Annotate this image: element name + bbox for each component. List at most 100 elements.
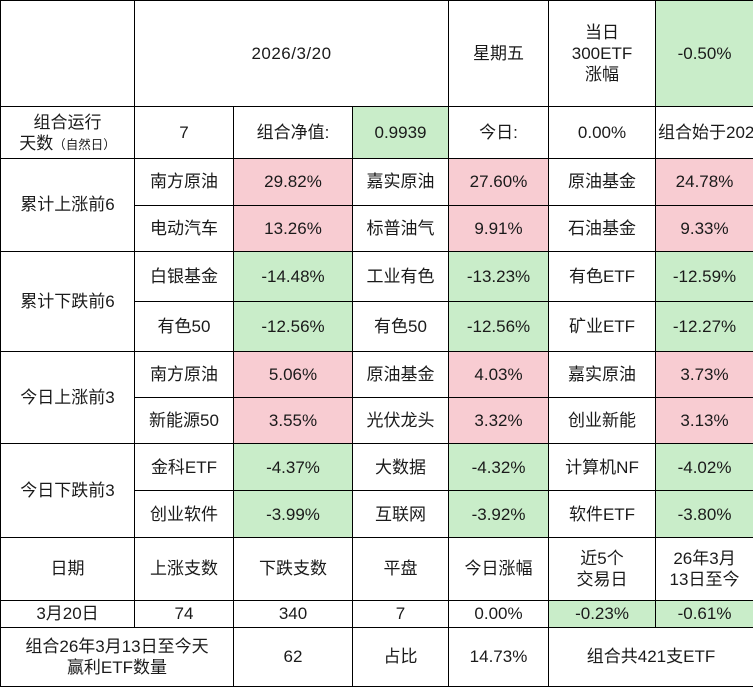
runtime-days-label-note: （自然日） — [53, 137, 116, 152]
group-row: 有色50 -12.56% 有色50 -12.56% 矿业ETF -12.27% — [1, 300, 753, 352]
group-row: 累计下跌前6 白银基金 -14.48% 工业有色 -13.23% 有色ETF -… — [0, 250, 753, 352]
stats-flat-count: 7 — [351, 599, 450, 628]
fund-name: 南方原油 — [134, 158, 234, 206]
fund-change: 24.78% — [655, 158, 753, 206]
stats-since-change: -0.61% — [655, 599, 753, 628]
stats-up-count: 74 — [134, 599, 234, 628]
fund-name: 标普油气 — [351, 204, 450, 252]
group-row: 累计上涨前6 南方原油 29.82% 嘉实原油 27.60% 原油基金 24.7… — [0, 158, 753, 252]
runtime-days-label-main: 组合运行 — [33, 112, 102, 132]
stats-header-recent5-line1: 近5个 — [580, 548, 624, 568]
weekday-label: 星期五 — [448, 0, 550, 108]
fund-name: 创业软件 — [134, 490, 234, 539]
stats-header-since-line2: 13日至今 — [669, 570, 740, 590]
fund-change: 29.82% — [233, 158, 353, 206]
fund-change: 3.13% — [655, 397, 753, 445]
fund-change: 13.26% — [233, 204, 353, 252]
header-blank-cell — [0, 0, 135, 108]
portfolio-start-note: 组合始于2026年3月14日 — [655, 106, 753, 160]
today-value: 0.00% — [548, 106, 657, 160]
etf-benchmark-label-line1: 当日 — [585, 22, 620, 42]
nav-value: 0.9939 — [351, 106, 450, 160]
fund-change: -12.56% — [448, 300, 550, 352]
fund-name: 原油基金 — [351, 350, 450, 399]
fund-name: 电动汽车 — [134, 204, 234, 252]
etf-benchmark-label-line3: 涨幅 — [585, 65, 620, 85]
fund-change: 5.06% — [233, 350, 353, 399]
fund-name: 白银基金 — [134, 250, 234, 302]
fund-change: -13.23% — [448, 250, 550, 302]
fund-change: 9.91% — [448, 204, 550, 252]
fund-name: 光伏龙头 — [351, 397, 450, 445]
fund-change: -3.80% — [655, 490, 753, 539]
stats-header-recent5-line2: 交易日 — [576, 570, 628, 590]
fund-name: 金科ETF — [134, 443, 234, 492]
header-row: 2026/3/20 星期五 当日 300ETF 涨幅 -0.50% — [0, 0, 753, 108]
group-row: 今日下跌前3 金科ETF -4.37% 大数据 -4.32% 计算机NF -4.… — [0, 443, 753, 539]
stats-value-row: 3月20日 74 340 7 0.00% -0.23% -0.61% — [0, 599, 753, 628]
stats-header-recent5: 近5个 交易日 — [548, 537, 657, 601]
fund-change: 4.03% — [448, 350, 550, 399]
group-label-cumulative-losers: 累计下跌前6 — [0, 250, 135, 352]
ratio-label: 占比 — [351, 626, 450, 687]
fund-name: 石油基金 — [548, 204, 657, 252]
fund-change: 9.33% — [655, 204, 753, 252]
group-row: 电动汽车 13.26% 标普油气 9.91% 石油基金 9.33% — [1, 204, 753, 252]
fund-change: 3.73% — [655, 350, 753, 399]
profit-etf-count: 62 — [233, 626, 353, 687]
fund-name: 南方原油 — [134, 350, 234, 399]
runtime-days-value: 7 — [134, 106, 234, 160]
runtime-days-label-second: 天数 — [19, 133, 54, 153]
group-row: 今日上涨前3 南方原油 5.06% 原油基金 4.03% 嘉实原油 3.73% — [0, 350, 753, 445]
runtime-days-label: 组合运行 天数（自然日） — [0, 106, 135, 160]
fund-change: 3.55% — [233, 397, 353, 445]
stats-header-date: 日期 — [0, 537, 135, 601]
fund-name: 计算机NF — [548, 443, 657, 492]
fund-name: 工业有色 — [351, 250, 450, 302]
fund-change: -4.32% — [448, 443, 550, 492]
stats-header-since-line1: 26年3月 — [673, 548, 736, 568]
stats-header-row: 日期 上涨支数 下跌支数 平盘 今日涨幅 近5个 交易日 26年3月 13日至今 — [0, 537, 753, 601]
group-row: 新能源50 3.55% 光伏龙头 3.32% 创业新能 3.13% — [1, 397, 753, 445]
etf-benchmark-change: -0.50% — [655, 0, 753, 108]
stats-header-up-count: 上涨支数 — [134, 537, 234, 601]
group-label-cumulative-gainers: 累计上涨前6 — [0, 158, 135, 252]
fund-name: 有色50 — [351, 300, 450, 352]
fund-change: -12.59% — [655, 250, 753, 302]
stats-recent5-change: -0.23% — [548, 599, 657, 628]
fund-change: -4.02% — [655, 443, 753, 492]
profit-etf-count-label-line2: 赢利ETF数量 — [66, 657, 168, 677]
fund-change: -14.48% — [233, 250, 353, 302]
stats-header-down-count: 下跌支数 — [233, 537, 353, 601]
fund-name: 矿业ETF — [548, 300, 657, 352]
fund-change: -3.92% — [448, 490, 550, 539]
fund-change: -4.37% — [233, 443, 353, 492]
stats-header-flat-count: 平盘 — [351, 537, 450, 601]
stats-down-count: 340 — [233, 599, 353, 628]
fund-name: 嘉实原油 — [351, 158, 450, 206]
nav-label: 组合净值: — [233, 106, 353, 160]
fund-name: 互联网 — [351, 490, 450, 539]
group-label-today-gainers: 今日上涨前3 — [0, 350, 135, 445]
stats-header-since: 26年3月 13日至今 — [655, 537, 753, 601]
summary-row: 组合运行 天数（自然日） 7 组合净值: 0.9939 今日: 0.00% 组合… — [0, 106, 753, 160]
fund-name: 新能源50 — [134, 397, 234, 445]
fund-change: -12.27% — [655, 300, 753, 352]
fund-change: -12.56% — [233, 300, 353, 352]
stats-date: 3月20日 — [0, 599, 135, 628]
fund-name: 嘉实原油 — [548, 350, 657, 399]
report-date: 2026/3/20 — [133, 0, 450, 108]
fund-change: -3.99% — [233, 490, 353, 539]
fund-change: 3.32% — [448, 397, 550, 445]
group-row: 创业软件 -3.99% 互联网 -3.92% 软件ETF -3.80% — [1, 490, 753, 539]
fund-name: 大数据 — [351, 443, 450, 492]
fund-name: 软件ETF — [548, 490, 657, 539]
etf-benchmark-label-line2: 300ETF — [571, 44, 633, 64]
fund-name: 有色50 — [134, 300, 234, 352]
ratio-value: 14.73% — [448, 626, 550, 687]
stats-today-change: 0.00% — [448, 599, 550, 628]
footer-row: 组合26年3月13日至今天 赢利ETF数量 62 占比 14.73% 组合共42… — [0, 626, 753, 687]
group-label-today-losers: 今日下跌前3 — [0, 443, 135, 539]
